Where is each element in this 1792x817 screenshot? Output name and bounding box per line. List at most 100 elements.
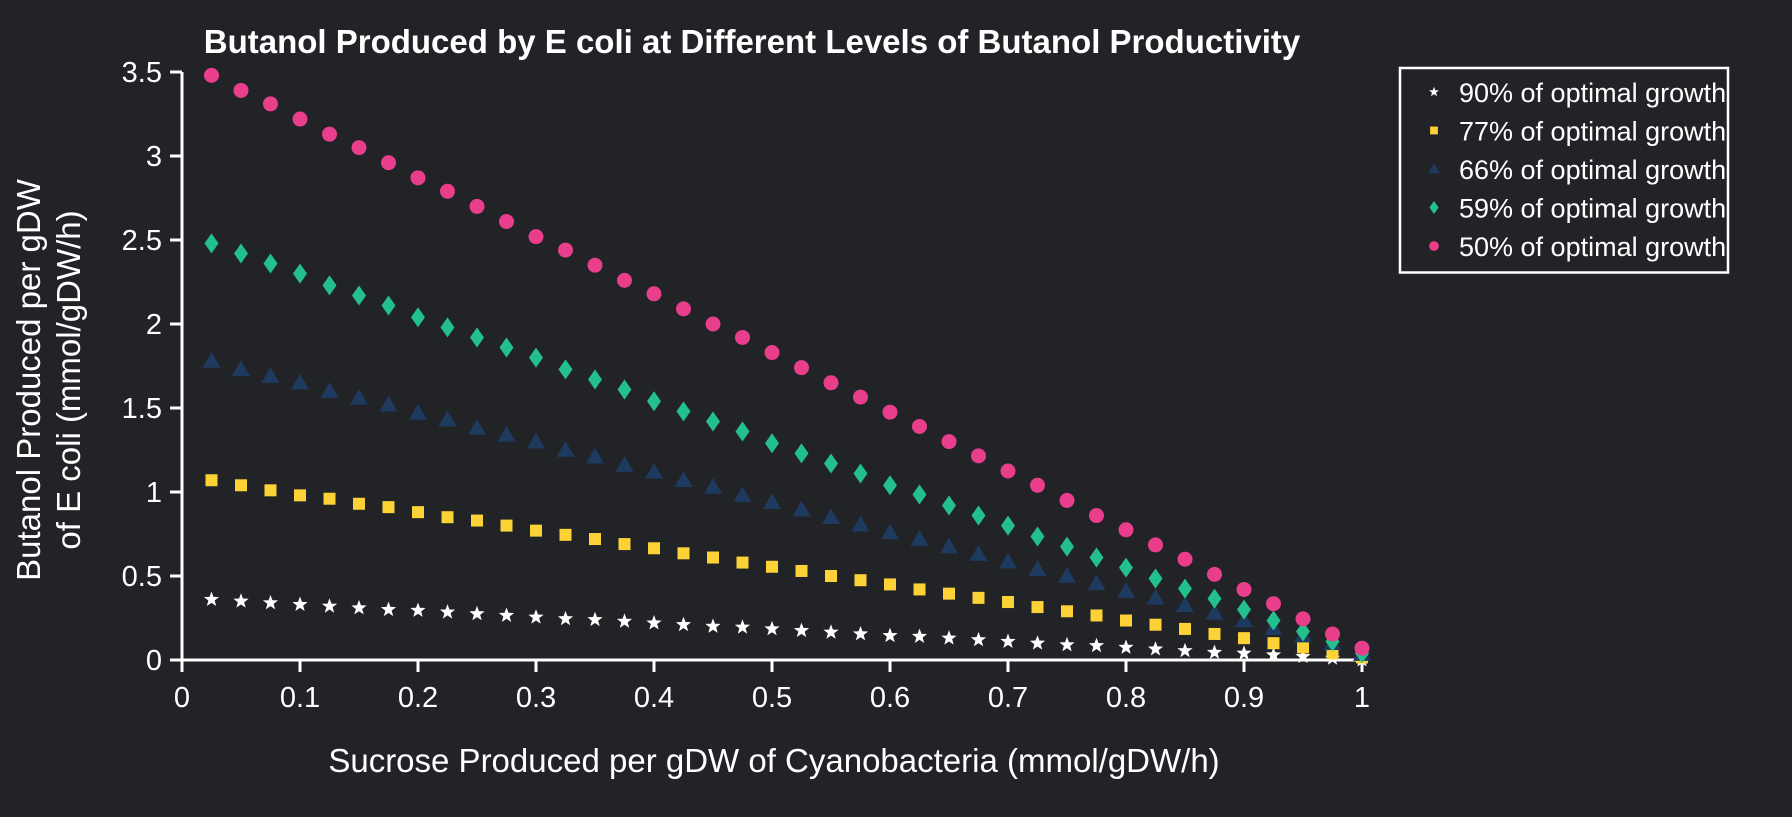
data-point-circle: [1118, 522, 1134, 538]
data-point-diamond: [794, 443, 809, 464]
data-point-diamond: [676, 401, 691, 422]
data-point-diamond: [1148, 568, 1163, 589]
data-point-star: [557, 610, 574, 626]
data-point-circle: [1148, 537, 1163, 553]
data-point-triangle: [261, 367, 280, 383]
data-point-square: [559, 528, 572, 541]
data-point-star: [646, 615, 662, 630]
x-tick-label: 0.4: [634, 682, 674, 714]
data-point-triangle: [350, 388, 368, 405]
data-point-diamond: [322, 275, 337, 296]
data-point-diamond: [293, 263, 307, 284]
data-point-square: [1179, 622, 1191, 635]
data-point-triangle: [320, 382, 339, 398]
data-point-star: [616, 613, 633, 628]
data-point-diamond: [588, 369, 602, 390]
series-triangle: [202, 351, 1371, 661]
data-point-triangle: [969, 545, 988, 561]
data-point-star: [410, 602, 426, 617]
data-point-square: [972, 591, 985, 604]
x-axis-label: Sucrose Produced per gDW of Cyanobacteri…: [328, 742, 1219, 779]
data-point-circle: [1000, 463, 1016, 479]
data-point-triangle: [999, 552, 1017, 569]
legend-marker-diamond: [1429, 201, 1439, 214]
data-point-diamond: [1119, 557, 1133, 578]
data-point-square: [1120, 614, 1132, 627]
data-point-square: [264, 484, 277, 497]
data-point-circle: [233, 82, 249, 98]
data-point-square: [1149, 618, 1162, 631]
data-point-circle: [587, 257, 603, 273]
x-tick-label: 0.9: [1224, 682, 1264, 714]
data-point-triangle: [202, 351, 221, 368]
data-point-square: [884, 578, 896, 591]
data-point-circle: [351, 140, 367, 156]
data-point-star: [1177, 642, 1193, 658]
x-tick-label: 0.7: [988, 682, 1028, 714]
data-point-star: [1029, 635, 1046, 650]
data-point-star: [1206, 644, 1223, 659]
data-point-triangle: [379, 395, 398, 412]
data-point-square: [854, 574, 867, 587]
legend-marker-triangle: [1428, 163, 1440, 174]
data-point-diamond: [971, 505, 986, 526]
data-point-circle: [1325, 626, 1340, 642]
data-point-triangle: [556, 441, 575, 457]
data-point-square: [1326, 647, 1339, 660]
data-point-diamond: [1060, 536, 1074, 557]
data-point-square: [1208, 627, 1221, 640]
data-point-circle: [263, 96, 278, 112]
data-point-square: [589, 533, 601, 546]
data-point-circle: [1354, 640, 1370, 656]
data-point-circle: [1089, 508, 1104, 524]
data-point-star: [380, 601, 397, 617]
data-point-star: [1236, 645, 1252, 660]
data-point-diamond: [470, 327, 484, 348]
data-point-star: [528, 609, 544, 624]
data-point-square: [677, 547, 690, 560]
data-point-triangle: [792, 500, 811, 517]
data-point-star: [292, 596, 308, 612]
data-point-star: [351, 599, 367, 615]
y-tick-label: 1.5: [122, 393, 162, 425]
data-point-triangle: [409, 404, 427, 420]
data-point-star: [321, 598, 338, 613]
data-point-triangle: [1058, 567, 1076, 583]
data-point-circle: [823, 375, 839, 391]
data-point-star: [233, 593, 249, 608]
data-point-square: [795, 564, 808, 577]
data-point-square: [618, 538, 631, 551]
data-point-triangle: [851, 515, 870, 532]
data-point-star: [498, 607, 515, 622]
data-point-circle: [971, 448, 986, 464]
data-point-star: [852, 625, 869, 641]
legend: 90% of optimal growth 77% of optimal grow…: [1398, 66, 1730, 274]
x-tick-label: 0.1: [280, 682, 320, 714]
data-point-circle: [676, 301, 691, 317]
series-circle: [204, 67, 1370, 656]
data-point-diamond: [234, 243, 248, 264]
data-point-square: [323, 492, 336, 505]
data-point-square: [294, 489, 306, 502]
data-point-triangle: [940, 537, 958, 554]
legend-marker-circle: [1429, 241, 1439, 251]
data-point-diamond: [440, 317, 455, 338]
data-point-circle: [292, 111, 308, 127]
data-point-square: [205, 474, 218, 487]
data-point-diamond: [1237, 599, 1251, 620]
data-point-star: [970, 631, 987, 647]
x-tick-label: 0.3: [516, 682, 556, 714]
data-point-circle: [440, 183, 455, 199]
data-point-diamond: [1296, 621, 1310, 642]
data-point-triangle: [704, 477, 722, 494]
data-point-star: [1265, 646, 1282, 662]
data-point-triangle: [468, 419, 486, 435]
data-point-square: [1267, 637, 1280, 650]
data-point-star: [941, 630, 957, 645]
y-tick-label: 2: [146, 309, 162, 341]
data-point-diamond: [1266, 610, 1281, 631]
data-point-triangle: [674, 471, 693, 487]
data-point-circle: [882, 404, 898, 420]
data-point-triangle: [291, 373, 309, 390]
